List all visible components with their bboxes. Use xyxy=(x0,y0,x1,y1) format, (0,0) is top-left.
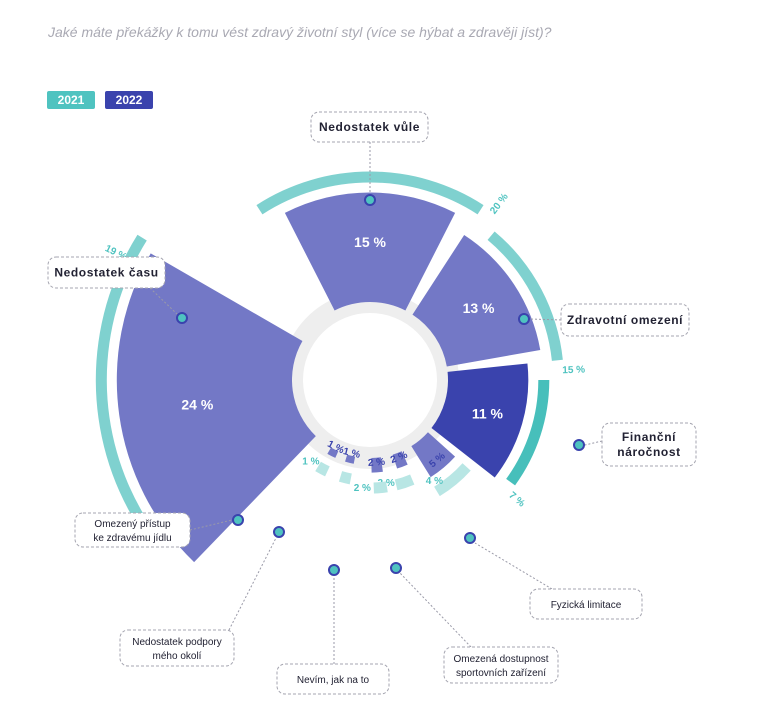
label-2022-nedostatek-vule: 15 % xyxy=(354,234,386,250)
callout-dot-financni-narocnost xyxy=(573,439,585,451)
bar-2021-zdravotni-omezeni xyxy=(487,231,563,361)
bar-2022-financni-narocnost xyxy=(431,363,529,478)
bar-2021-fyzicka-limitace xyxy=(434,463,471,497)
callout-label-fyzicka-limitace: Fyzická limitace xyxy=(551,600,622,611)
callout-label-financni-narocnost: Finanční xyxy=(622,430,676,444)
page-title: Jaké máte překážky k tomu vést zdravý ži… xyxy=(48,24,552,40)
callout-box-nedostatek-vule xyxy=(310,111,429,143)
bar-2021-nedostatek-casu xyxy=(95,234,147,526)
callout-label-nedostatek-vule: Nedostatek vůle xyxy=(319,120,420,134)
bar-2022-fyzicka-limitace xyxy=(411,432,456,478)
bar-2022-nevim-jak-na-to xyxy=(371,457,383,473)
callout-dot-omezena-dostupnost-sportovnich-zarizeni xyxy=(390,562,402,574)
callout-box-nevim-jak-na-to xyxy=(276,663,390,695)
bar-2022-nedostatek-vule xyxy=(284,192,456,311)
legend-badge-2021: 2021 xyxy=(47,91,95,109)
label-2021-zdravotni-omezeni: 15 % xyxy=(562,364,585,376)
label-2022-zdravotni-omezeni: 13 % xyxy=(463,300,495,316)
bar-2022-zdravotni-omezeni xyxy=(412,234,541,367)
bar-2021-omezeny-pristup-ke-zdravemu-jidlu xyxy=(315,461,330,477)
callout-label-financni-narocnost: náročnost xyxy=(617,445,680,459)
leader-line-omezena-dostupnost-sportovnich-zarizeni xyxy=(399,572,472,648)
label-2021-financni-narocnost: 7 % xyxy=(506,490,526,510)
bar-2021-nedostatek-podpory-meho-okoli xyxy=(338,471,352,485)
callout-label-omezeny-pristup-ke-zdravemu-jidlu: Omezený přístup xyxy=(94,519,171,530)
callout-box-zdravotni-omezeni xyxy=(560,303,690,337)
bar-2022-omezeny-pristup-ke-zdravemu-jidlu xyxy=(327,447,339,458)
callout-box-financni-narocnost xyxy=(601,422,697,467)
label-2022-nedostatek-podpory-meho-okoli: 1 % xyxy=(342,446,361,461)
callout-box-omezeny-pristup-ke-zdravemu-jidlu xyxy=(74,512,191,548)
label-2022-financni-narocnost: 11 % xyxy=(472,406,504,422)
callout-label-nedostatek-casu: Nedostatek času xyxy=(54,266,158,280)
callout-label-zdravotni-omezeni: Zdravotní omezení xyxy=(567,313,683,327)
label-2021-fyzicka-limitace: 4 % xyxy=(426,476,443,487)
label-2021-omezeny-pristup-ke-zdravemu-jidlu: 1 % xyxy=(302,457,319,468)
callout-dot-fyzicka-limitace xyxy=(464,532,476,544)
leader-line-fyzicka-limitace xyxy=(474,542,553,590)
callout-label-omezena-dostupnost-sportovnich-zarizeni: Omezená dostupnost xyxy=(453,654,548,665)
callout-label-omezena-dostupnost-sportovnich-zarizeni: sportovních zařízení xyxy=(456,668,546,679)
callout-dot-zdravotni-omezeni xyxy=(518,313,530,325)
callout-label-nedostatek-podpory-meho-okoli: mého okolí xyxy=(153,651,202,662)
callout-label-omezeny-pristup-ke-zdravemu-jidlu: ke zdravému jídlu xyxy=(93,533,171,544)
bar-2022-nedostatek-casu xyxy=(116,253,316,563)
leader-line-zdravotni-omezeni xyxy=(529,318,562,321)
callout-dot-nedostatek-podpory-meho-okoli xyxy=(273,526,285,538)
callout-label-nedostatek-podpory-meho-okoli: Nedostatek podpory xyxy=(132,637,222,648)
bar-2021-nedostatek-vule xyxy=(256,171,484,215)
label-2022-nedostatek-casu: 24 % xyxy=(181,396,213,412)
callout-dot-omezeny-pristup-ke-zdravemu-jidlu xyxy=(232,514,244,526)
bar-2021-financni-narocnost xyxy=(506,380,550,486)
callout-box-fyzicka-limitace xyxy=(529,588,643,620)
bar-2022-nedostatek-podpory-meho-okoli xyxy=(345,454,356,464)
label-2021-nedostatek-vule: 20 % xyxy=(488,191,511,216)
bar-2022-omezena-dostupnost-sportovnich-zarizeni xyxy=(392,451,408,469)
callout-dot-nevim-jak-na-to xyxy=(328,564,340,576)
callout-box-nedostatek-podpory-meho-okoli xyxy=(119,629,235,667)
callout-box-nedostatek-casu xyxy=(47,256,166,289)
callout-box-omezena-dostupnost-sportovnich-zarizeni xyxy=(443,646,559,684)
leader-line-financni-narocnost xyxy=(584,440,603,446)
callout-dot-nedostatek-casu xyxy=(176,312,188,324)
leader-line-omezeny-pristup-ke-zdravemu-jidlu xyxy=(189,519,233,531)
label-2022-nevim-jak-na-to: 2 % xyxy=(367,457,385,469)
callout-label-nevim-jak-na-to: Nevím, jak na to xyxy=(297,675,370,686)
callout-dot-nedostatek-vule xyxy=(364,194,376,206)
leader-line-nedostatek-podpory-meho-okoli xyxy=(228,537,277,631)
legend-badge-2022: 2022 xyxy=(105,91,153,109)
label-2021-nevim-jak-na-to: 2 % xyxy=(354,483,371,494)
bar-2021-nevim-jak-na-to xyxy=(373,481,388,494)
bar-2021-omezena-dostupnost-sportovnich-zarizeni xyxy=(394,474,415,491)
center-ring xyxy=(281,291,459,469)
